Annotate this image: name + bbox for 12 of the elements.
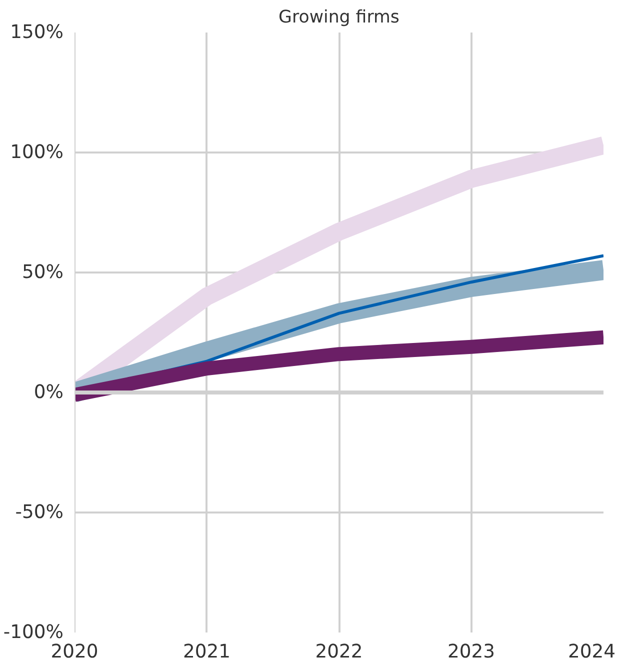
y-tick-label: 50%	[22, 262, 64, 283]
x-tick-label: 2022	[315, 642, 363, 662]
x-tick-label: 2020	[50, 642, 98, 662]
x-tick-label: 2023	[448, 642, 495, 662]
y-tick-label: 100%	[10, 142, 64, 163]
y-tick-label: -50%	[15, 502, 64, 523]
y-tick-label: -100%	[3, 622, 64, 643]
y-tick-label: 0%	[34, 382, 64, 403]
chart-title: Growing firms	[278, 8, 400, 28]
y-tick-label: 150%	[10, 22, 64, 43]
x-tick-label: 2021	[183, 642, 230, 662]
x-tick-label: 2024	[568, 642, 616, 662]
